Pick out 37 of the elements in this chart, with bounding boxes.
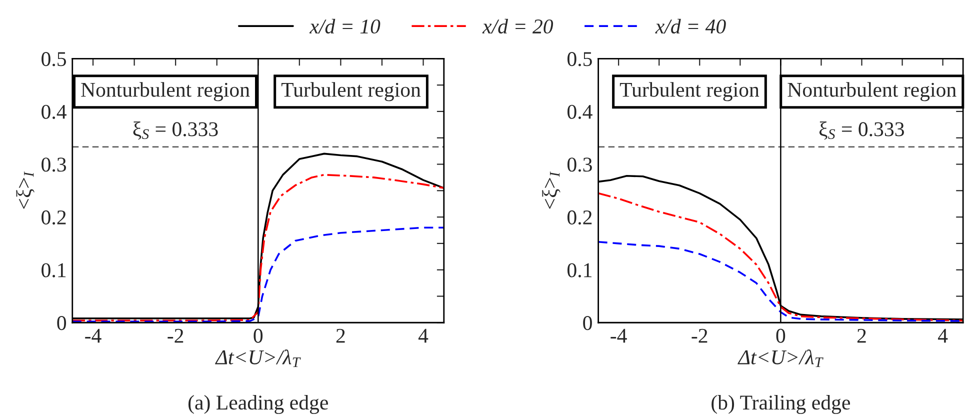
x-axis-title: Δt<U>/λ$_{T}$ bbox=[738, 350, 824, 368]
x-tick-label: 0 bbox=[254, 328, 263, 343]
x-axis-title: Δt<U>/λ$_{T}$ bbox=[215, 350, 301, 368]
y-tick-label: 0.2 bbox=[42, 210, 66, 225]
annotation: Turbulent region bbox=[281, 82, 421, 102]
text: (b) Trailing edge bbox=[712, 394, 850, 414]
x-tick-label: 2 bbox=[336, 328, 345, 343]
y-tick-label: 0.2 bbox=[567, 210, 592, 225]
ref-line-label: ξ$_{S}$ = 0.333 bbox=[819, 121, 904, 140]
annotation: Nonturbulent region bbox=[81, 82, 250, 102]
x-tick-label: 2 bbox=[857, 328, 866, 343]
y-tick-label: 0.5 bbox=[567, 52, 592, 66]
text: (a) Leading edge bbox=[188, 394, 328, 414]
x-tick-label: -2 bbox=[692, 328, 708, 343]
x-tick-label: -2 bbox=[168, 328, 184, 343]
y-tick-label: 0.3 bbox=[42, 158, 66, 172]
x-tick-label: 4 bbox=[938, 328, 948, 343]
x-tick-label: -4 bbox=[610, 328, 627, 343]
annotation: Nonturbulent region bbox=[788, 82, 956, 102]
y-tick-label: 0.4 bbox=[567, 104, 592, 119]
ref-line-label: ξ$_{S}$ = 0.333 bbox=[133, 121, 218, 140]
y-tick-label: 0 bbox=[583, 316, 592, 330]
y-tick-label: 0.1 bbox=[567, 263, 592, 278]
x-tick-label: 0 bbox=[776, 328, 786, 343]
y-axis-title: <ξ>$_{I}$ bbox=[542, 171, 560, 209]
y-axis-title: <ξ>$_{I}$ bbox=[16, 171, 34, 209]
legend-label: x/d = 10 bbox=[309, 18, 380, 34]
legend-label: x/d = 40 bbox=[655, 18, 726, 34]
x-tick-label: -4 bbox=[85, 328, 102, 343]
x-tick-label: 4 bbox=[418, 328, 428, 343]
y-tick-label: 0.5 bbox=[42, 52, 66, 66]
y-tick-label: 0.1 bbox=[42, 263, 66, 278]
annotation: Turbulent region bbox=[620, 82, 760, 102]
y-tick-label: 0 bbox=[57, 316, 66, 330]
y-tick-label: 0.3 bbox=[567, 158, 592, 172]
legend-label: x/d = 20 bbox=[482, 18, 554, 34]
y-tick-label: 0.4 bbox=[42, 104, 66, 119]
